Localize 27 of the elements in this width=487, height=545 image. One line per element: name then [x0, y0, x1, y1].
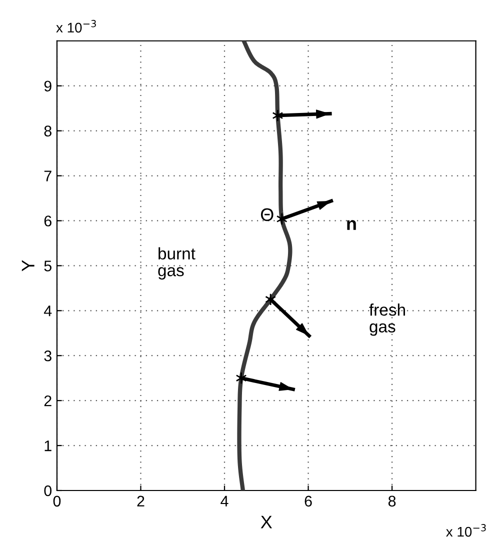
annotation: Θ — [260, 208, 274, 222]
y-tick-label: 2 — [44, 395, 52, 406]
x-tick-label: 6 — [304, 496, 312, 507]
y-tick-label: 1 — [44, 440, 52, 452]
y-axis-title: Y — [22, 260, 34, 272]
y-tick-label: 9 — [44, 80, 52, 92]
text: x 10$^{−3}$ — [56, 20, 96, 33]
point — [272, 109, 284, 122]
annotation: burnt gas — [158, 247, 196, 280]
point — [265, 293, 276, 306]
y-tick-label: 4 — [44, 306, 52, 316]
annotation: n — [347, 220, 356, 230]
y-tick-label: 8 — [44, 126, 52, 136]
y-tick-label: 5 — [44, 260, 52, 272]
text: x 10$^{−3}$ — [446, 524, 486, 537]
y-tick-label: 7 — [44, 170, 52, 182]
x-tick-label: 8 — [388, 496, 396, 507]
point — [276, 212, 288, 226]
x-tick-label: 0 — [53, 496, 61, 507]
y-tick-label: 3 — [44, 350, 52, 362]
annotation: fresh gas — [369, 304, 405, 336]
x-axis-title: X — [260, 516, 272, 528]
point — [236, 372, 247, 384]
y-tick-label: 6 — [44, 216, 52, 226]
x-tick-label: 2 — [137, 496, 144, 506]
y-tick-label: 0 — [44, 485, 52, 496]
x-tick-label: 4 — [220, 496, 228, 506]
